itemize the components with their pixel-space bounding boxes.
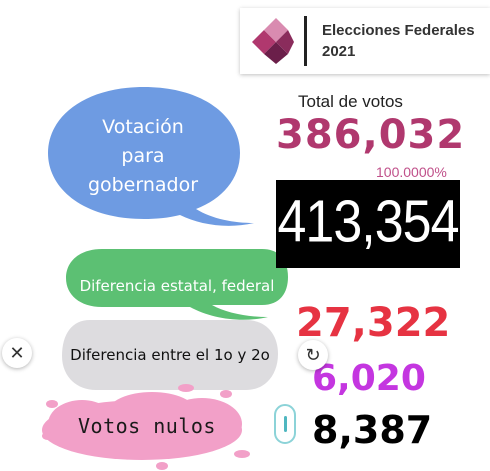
null-votes-label: Votos nulos (78, 414, 216, 438)
close-icon: ✕ (9, 342, 25, 364)
federal-total-value: 413,354 (277, 188, 460, 256)
close-button[interactable]: ✕ (2, 338, 32, 368)
first-second-difference-value: 6,020 (312, 358, 426, 399)
governor-vote-bubble: Votación para gobernador (44, 83, 254, 233)
header-title: Elecciones Federales 2021 (322, 22, 475, 60)
null-votes-value: 8,387 (312, 408, 433, 452)
total-percent: 100.0000% (376, 164, 447, 180)
state-federal-difference-label: Diferencia estatal, federal (79, 277, 275, 295)
governor-total-value: 386,032 (276, 112, 466, 158)
header-card: Elecciones Federales 2021 (240, 8, 490, 74)
state-federal-difference-bubble: Diferencia estatal, federal (62, 247, 292, 325)
total-votes-label: Total de votos (298, 92, 403, 111)
first-second-difference-bubble: Diferencia entre el 1o y 2o (60, 316, 292, 394)
state-federal-difference-value: 27,322 (296, 300, 451, 346)
federal-total-box: 413,354 (276, 180, 460, 268)
refresh-button[interactable]: ↻ (298, 340, 328, 370)
first-second-difference-label: Diferencia entre el 1o y 2o (70, 346, 270, 364)
refresh-icon: ↻ (305, 344, 321, 366)
null-votes-bubble: Votos nulos (42, 384, 272, 471)
ine-diamond-logo-icon (252, 18, 294, 64)
header-divider (304, 16, 307, 66)
text-cursor-handle[interactable] (274, 404, 296, 444)
governor-vote-label: Votación para gobernador (87, 116, 199, 196)
